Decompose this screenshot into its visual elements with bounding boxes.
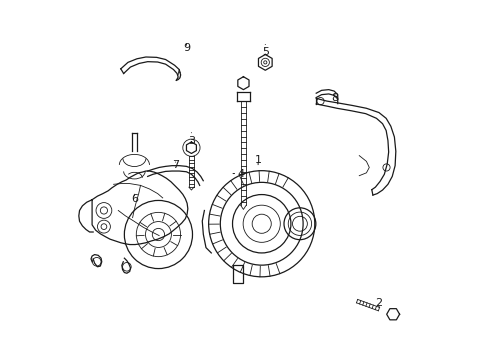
Text: 8: 8: [331, 93, 338, 103]
Text: 9: 9: [183, 43, 189, 53]
Text: 4: 4: [233, 168, 244, 179]
Text: 1: 1: [254, 155, 261, 165]
Text: 3: 3: [187, 133, 195, 145]
Text: 6: 6: [131, 194, 138, 204]
Text: 7: 7: [172, 160, 179, 170]
Text: 5: 5: [261, 44, 268, 57]
Text: 2: 2: [375, 298, 382, 308]
